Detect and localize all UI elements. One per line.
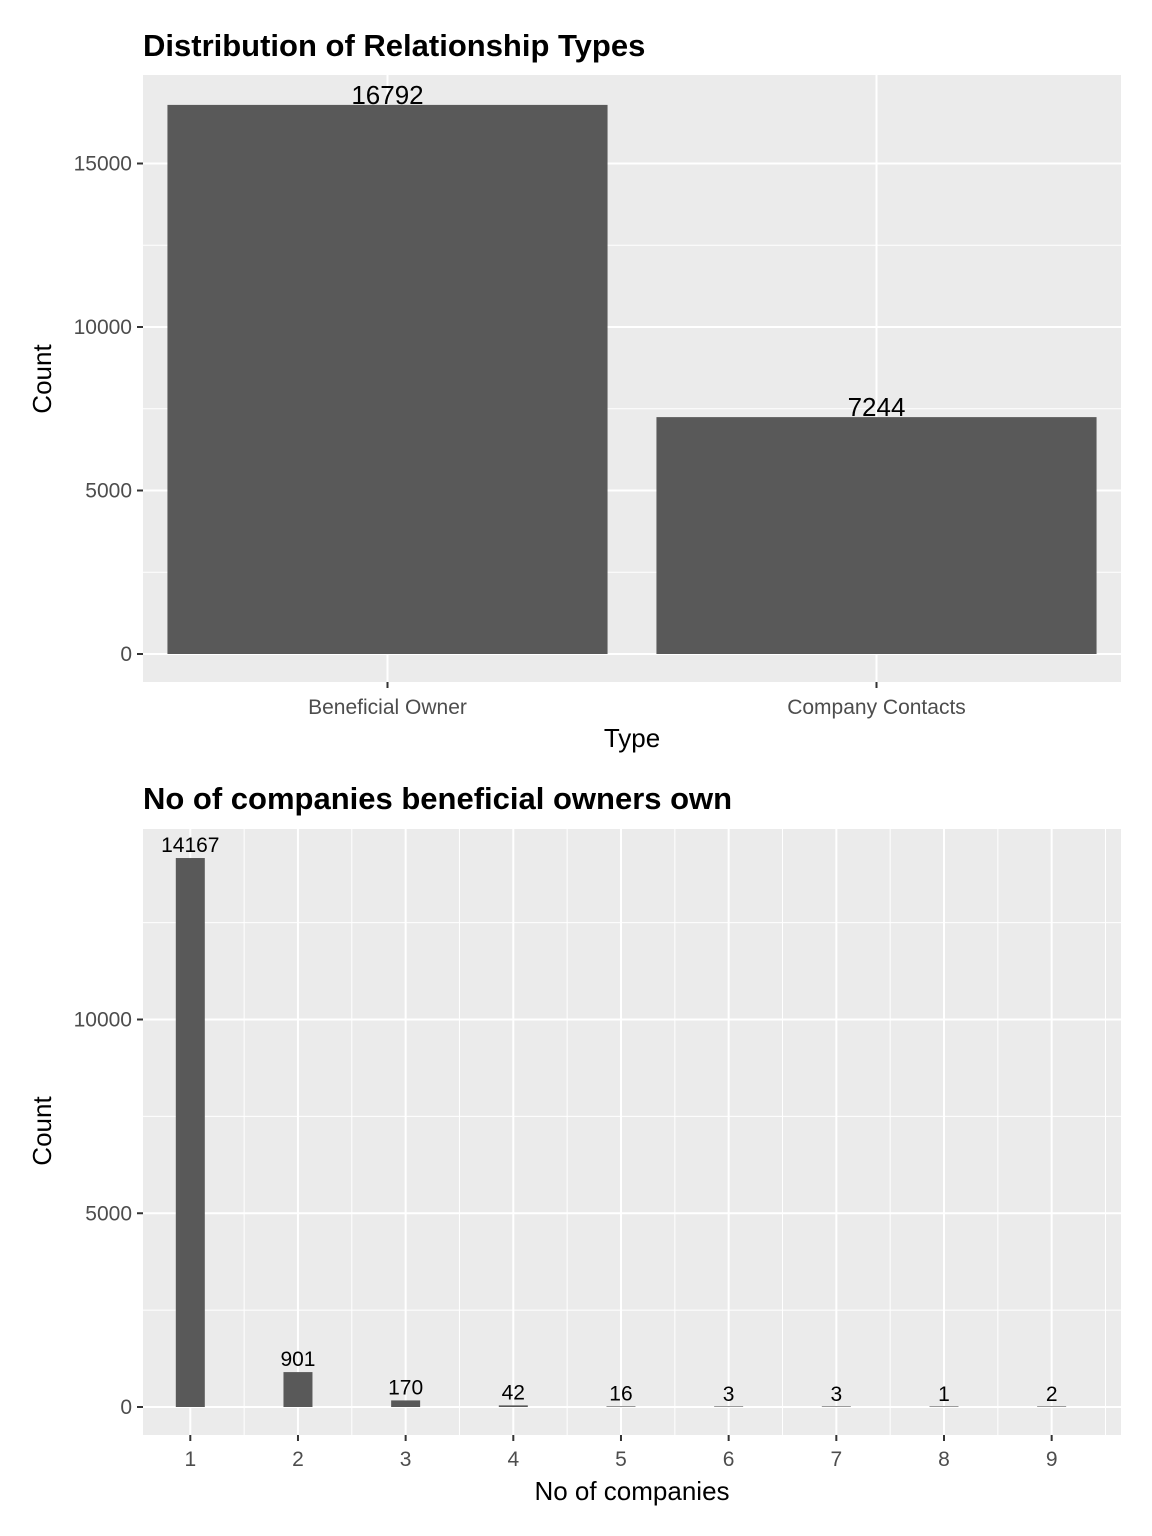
- data-label: 16792: [351, 80, 423, 110]
- x-tick-label: 4: [507, 1448, 519, 1471]
- bar: [656, 417, 1097, 654]
- data-label: 170: [388, 1376, 423, 1399]
- bars: [175, 858, 1067, 1407]
- y-tick-label: 0: [120, 1396, 132, 1419]
- bar: [283, 1372, 313, 1407]
- x-tick-label: 9: [1046, 1448, 1058, 1471]
- bar: [821, 1406, 851, 1407]
- y-tick-label: 10000: [74, 316, 132, 339]
- x-tick-label: 7: [830, 1448, 842, 1471]
- relationship-types-chart: Distribution of Relationship Types 16792…: [27, 28, 1121, 753]
- data-label: 3: [723, 1383, 735, 1406]
- x-axis-title: Type: [604, 723, 660, 753]
- y-tick-label: 5000: [85, 1202, 132, 1225]
- data-label: 2: [1046, 1383, 1058, 1406]
- bars: [167, 104, 1097, 654]
- bar: [175, 858, 205, 1407]
- bar: [1037, 1406, 1067, 1407]
- x-axis: Beneficial Owner Company Contacts: [308, 682, 966, 719]
- x-tick-label: 3: [400, 1448, 412, 1471]
- bar: [714, 1406, 744, 1407]
- y-tick-label: 0: [120, 643, 132, 666]
- x-tick-label: Company Contacts: [787, 696, 966, 719]
- data-label: 3: [830, 1383, 842, 1406]
- x-tick-label: Beneficial Owner: [308, 696, 467, 719]
- chart-title: Distribution of Relationship Types: [143, 28, 645, 63]
- data-label: 14167: [161, 834, 219, 857]
- y-axis: 0 5000 10000 15000: [74, 153, 143, 666]
- x-tick-label: 2: [292, 1448, 304, 1471]
- y-tick-label: 15000: [74, 153, 132, 176]
- plot-panel: [143, 829, 1121, 1435]
- chart-title: No of companies beneficial owners own: [143, 781, 732, 816]
- x-tick-label: 8: [938, 1448, 950, 1471]
- data-labels: 16792 7244: [351, 80, 905, 422]
- bar: [929, 1406, 959, 1407]
- y-tick-label: 5000: [85, 480, 132, 503]
- bar: [498, 1405, 528, 1407]
- bar: [167, 104, 608, 654]
- y-axis-title: Count: [27, 344, 57, 414]
- y-axis: 0 5000 10000: [74, 1009, 143, 1419]
- data-label: 1: [938, 1383, 950, 1406]
- data-label: 42: [502, 1381, 525, 1404]
- y-tick-label: 10000: [74, 1009, 132, 1032]
- data-label: 7244: [848, 392, 906, 422]
- x-tick-label: 6: [723, 1448, 735, 1471]
- y-axis-title: Count: [27, 1096, 57, 1166]
- bar: [606, 1406, 636, 1407]
- companies-owned-chart: No of companies beneficial owners own 14…: [27, 781, 1121, 1506]
- x-axis: 1 2 3 4 5 6 7 8 9: [184, 1435, 1058, 1471]
- x-tick-label: 5: [615, 1448, 627, 1471]
- data-labels: 14167 901 170 42 16 3 3 1 2: [161, 834, 1057, 1406]
- bar: [391, 1400, 421, 1407]
- x-axis-title: No of companies: [534, 1476, 729, 1506]
- data-label: 901: [280, 1348, 315, 1371]
- data-label: 16: [609, 1382, 632, 1405]
- x-tick-label: 1: [184, 1448, 196, 1471]
